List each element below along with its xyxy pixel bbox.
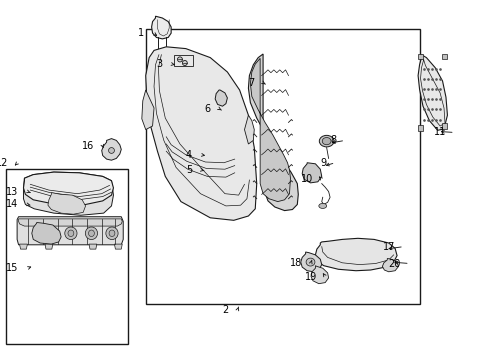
Text: 5: 5 bbox=[185, 165, 192, 175]
Text: 10: 10 bbox=[300, 174, 312, 184]
Polygon shape bbox=[302, 163, 321, 183]
Text: 13: 13 bbox=[6, 186, 19, 197]
Polygon shape bbox=[142, 90, 154, 130]
Text: 12: 12 bbox=[0, 158, 9, 168]
Polygon shape bbox=[114, 244, 122, 249]
Text: 14: 14 bbox=[6, 199, 19, 210]
Polygon shape bbox=[151, 16, 171, 39]
Polygon shape bbox=[215, 90, 227, 106]
Polygon shape bbox=[315, 238, 396, 271]
Ellipse shape bbox=[182, 60, 187, 66]
Bar bbox=[6, 169, 128, 344]
Polygon shape bbox=[250, 58, 290, 202]
Ellipse shape bbox=[85, 227, 98, 240]
Text: 18: 18 bbox=[289, 258, 302, 268]
Bar bbox=[441, 54, 446, 59]
Polygon shape bbox=[45, 244, 53, 249]
Text: 17: 17 bbox=[382, 242, 394, 252]
Text: 7: 7 bbox=[247, 78, 254, 88]
Bar bbox=[417, 54, 422, 59]
Text: 1: 1 bbox=[138, 28, 144, 38]
Ellipse shape bbox=[105, 227, 118, 240]
Polygon shape bbox=[102, 139, 121, 160]
Polygon shape bbox=[417, 55, 447, 130]
Text: 19: 19 bbox=[304, 272, 316, 282]
Polygon shape bbox=[23, 172, 113, 215]
Polygon shape bbox=[32, 222, 61, 244]
Polygon shape bbox=[19, 219, 122, 226]
Bar bbox=[441, 123, 446, 129]
Ellipse shape bbox=[318, 203, 326, 208]
Text: 6: 6 bbox=[203, 104, 210, 114]
Polygon shape bbox=[89, 244, 97, 249]
Polygon shape bbox=[244, 115, 254, 144]
Polygon shape bbox=[382, 258, 398, 272]
Polygon shape bbox=[300, 252, 321, 272]
Text: 8: 8 bbox=[329, 135, 336, 145]
Polygon shape bbox=[20, 244, 27, 249]
Text: 11: 11 bbox=[433, 127, 445, 138]
Text: 3: 3 bbox=[156, 59, 163, 69]
Polygon shape bbox=[48, 193, 85, 214]
Text: 2: 2 bbox=[222, 305, 228, 315]
Ellipse shape bbox=[64, 227, 77, 240]
Polygon shape bbox=[145, 47, 256, 220]
Ellipse shape bbox=[109, 230, 115, 237]
Text: 4: 4 bbox=[185, 150, 192, 160]
Bar bbox=[174, 55, 192, 66]
Ellipse shape bbox=[305, 258, 314, 266]
Polygon shape bbox=[17, 217, 123, 245]
Text: 9: 9 bbox=[320, 158, 326, 168]
Bar bbox=[145, 29, 419, 304]
Text: 20: 20 bbox=[388, 258, 400, 269]
Ellipse shape bbox=[322, 138, 330, 145]
Ellipse shape bbox=[319, 135, 333, 147]
Ellipse shape bbox=[177, 57, 182, 62]
Polygon shape bbox=[310, 266, 328, 284]
Ellipse shape bbox=[108, 148, 114, 153]
Ellipse shape bbox=[88, 230, 94, 237]
Ellipse shape bbox=[68, 230, 74, 237]
Bar bbox=[417, 125, 422, 131]
Polygon shape bbox=[23, 172, 113, 205]
Text: 16: 16 bbox=[81, 141, 94, 151]
Polygon shape bbox=[248, 54, 298, 211]
Text: 15: 15 bbox=[6, 263, 19, 273]
